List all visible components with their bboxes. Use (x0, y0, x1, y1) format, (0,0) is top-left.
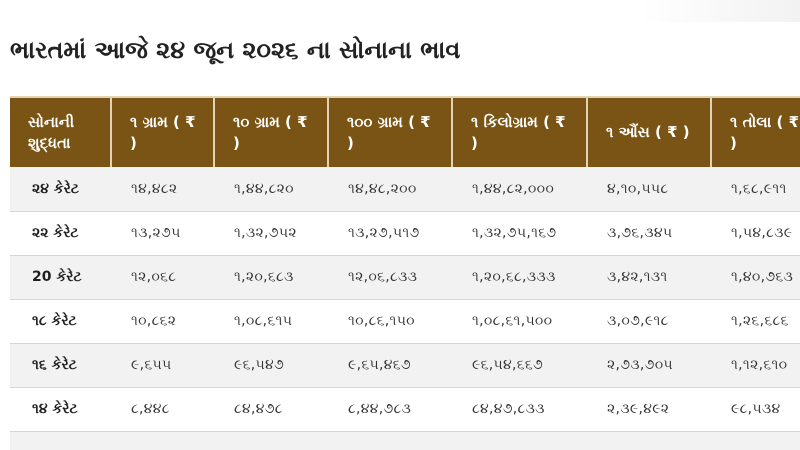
table-row: 20 કેરેટ ૧૨,૦૬૮ ૧,૨૦,૬૮૩ ૧૨,૦૬,૮૩૩ ૧,૨૦,… (10, 255, 800, 300)
price-cell: ૯,૬૫,૪૬૭ (328, 343, 452, 388)
table-row: ૨૨ કેરેટ ૧૩,૨૭૫ ૧,૩૨,૭૫૨ ૧૩,૨૭,૫૧૭ ૧,૩૨,… (10, 211, 800, 256)
price-cell: ૧,૦૮,૬૧,૫૦૦ (452, 299, 587, 344)
empty-cell (10, 431, 111, 450)
price-cell: ૧૨,૦૬,૮૩૩ (328, 255, 452, 300)
price-cell: ૧,૩૨,૭૫,૧૬૭ (452, 211, 587, 256)
empty-cell (587, 431, 711, 450)
table-row: ૧૮ કેરેટ ૧૦,૮૬૨ ૧,૦૮,૬૧૫ ૧૦,૮૬,૧૫૦ ૧,૦૮,… (10, 299, 800, 344)
price-cell: ૯૮,૫૩૪ (711, 387, 800, 432)
header-1-gram: ૧ ગ્રામ ( ₹ ) (111, 96, 215, 167)
page-title: ભારતમાં આજે ૨૪ જૂન ૨૦૨૬ ના સોનાના ભાવ (10, 36, 461, 64)
price-cell: ૧૨,૦૬૮ (111, 255, 214, 300)
table-row-cut-off (10, 431, 800, 450)
gold-price-table: સોનાની શુદ્ધતા ૧ ગ્રામ ( ₹ ) ૧૦ ગ્રામ ( … (10, 96, 800, 450)
gold-price-table-container[interactable]: સોનાની શુદ્ધતા ૧ ગ્રામ ( ₹ ) ૧૦ ગ્રામ ( … (10, 96, 800, 450)
price-cell: ૧,૦૮,૬૧૫ (214, 299, 328, 344)
price-cell: ૧૪,૪૮,૨૦૦ (328, 167, 452, 212)
purity-cell: 20 કેરેટ (10, 255, 111, 300)
purity-cell: ૧૬ કેરેટ (10, 343, 111, 388)
price-cell: ૯૬,૫૪,૬૬૭ (452, 343, 587, 388)
price-cell: ૩,૭૬,૩૪૫ (587, 211, 711, 256)
header-1-kilogram: ૧ કિલોગ્રામ ( ₹ ) (452, 96, 588, 167)
price-cell: ૨,૩૯,૪૯૨ (587, 387, 711, 432)
price-cell: ૧,૪૪,૮૨૦ (214, 167, 328, 212)
price-cell: ૧,૩૨,૭૫૨ (214, 211, 328, 256)
empty-cell (328, 431, 452, 450)
empty-cell (711, 431, 800, 450)
header-1-tola: ૧ તોલા ( ₹ ) (711, 96, 800, 167)
price-cell: ૧,૨૦,૬૮૩ (214, 255, 328, 300)
price-cell: ૧૩,૨૭૫ (111, 211, 214, 256)
price-cell: ૧,૬૮,૯૧૧ (711, 167, 800, 212)
header-purity: સોનાની શુદ્ધતા (10, 96, 112, 167)
price-cell: ૩,૦૭,૯૧૮ (587, 299, 711, 344)
price-cell: ૯,૬૫૫ (111, 343, 214, 388)
empty-cell (452, 431, 587, 450)
price-cell: ૧,૨૬,૬૮૬ (711, 299, 800, 344)
price-cell: ૪,૧૦,૫૫૮ (587, 167, 711, 212)
price-cell: ૧૩,૨૭,૫૧૭ (328, 211, 452, 256)
price-cell: ૩,૪૨,૧૩૧ (587, 255, 711, 300)
price-cell: ૧૦,૮૬,૧૫૦ (328, 299, 452, 344)
header-10-gram: ૧૦ ગ્રામ ( ₹ ) (214, 96, 329, 167)
empty-cell (214, 431, 328, 450)
price-cell: ૧૦,૮૬૨ (111, 299, 214, 344)
table-row: ૨૪ કેરેટ ૧૪,૪૮૨ ૧,૪૪,૮૨૦ ૧૪,૪૮,૨૦૦ ૧,૪૪,… (10, 167, 800, 212)
price-cell: ૧,૫૪,૮૩૯ (711, 211, 800, 256)
price-cell: ૯૬,૫૪૭ (214, 343, 328, 388)
price-cell: ૧,૨૦,૬૮,૩૩૩ (452, 255, 587, 300)
price-cell: ૧,૧૨,૬૧૦ (711, 343, 800, 388)
header-1-ounce: ૧ ઔંસ ( ₹ ) (587, 96, 712, 167)
purity-cell: ૨૪ કેરેટ (10, 167, 111, 212)
price-cell: ૮૪,૪૭૮ (214, 387, 328, 432)
price-cell: ૧,૪૪,૮૨,૦૦૦ (452, 167, 587, 212)
purity-cell: ૧૮ કેરેટ (10, 299, 111, 344)
purity-cell: ૨૨ કેરેટ (10, 211, 111, 256)
price-cell: ૮,૪૪૮ (111, 387, 214, 432)
price-cell: ૮,૪૪,૭૮૩ (328, 387, 452, 432)
table-header-row: સોનાની શુદ્ધતા ૧ ગ્રામ ( ₹ ) ૧૦ ગ્રામ ( … (10, 96, 800, 167)
table-row: ૧૪ કેરેટ ૮,૪૪૮ ૮૪,૪૭૮ ૮,૪૪,૭૮૩ ૮૪,૪૭,૮૩૩… (10, 387, 800, 432)
header-100-gram: ૧૦૦ ગ્રામ ( ₹ ) (328, 96, 453, 167)
price-cell: ૧૪,૪૮૨ (111, 167, 214, 212)
price-cell: ૨,૭૩,૭૦૫ (587, 343, 711, 388)
price-cell: ૮૪,૪૭,૮૩૩ (452, 387, 587, 432)
top-strip (0, 0, 800, 22)
table-row: ૧૬ કેરેટ ૯,૬૫૫ ૯૬,૫૪૭ ૯,૬૫,૪૬૭ ૯૬,૫૪,૬૬૭… (10, 343, 800, 388)
purity-cell: ૧૪ કેરેટ (10, 387, 111, 432)
price-cell: ૧,૪૦,૭૬૩ (711, 255, 800, 300)
empty-cell (111, 431, 214, 450)
